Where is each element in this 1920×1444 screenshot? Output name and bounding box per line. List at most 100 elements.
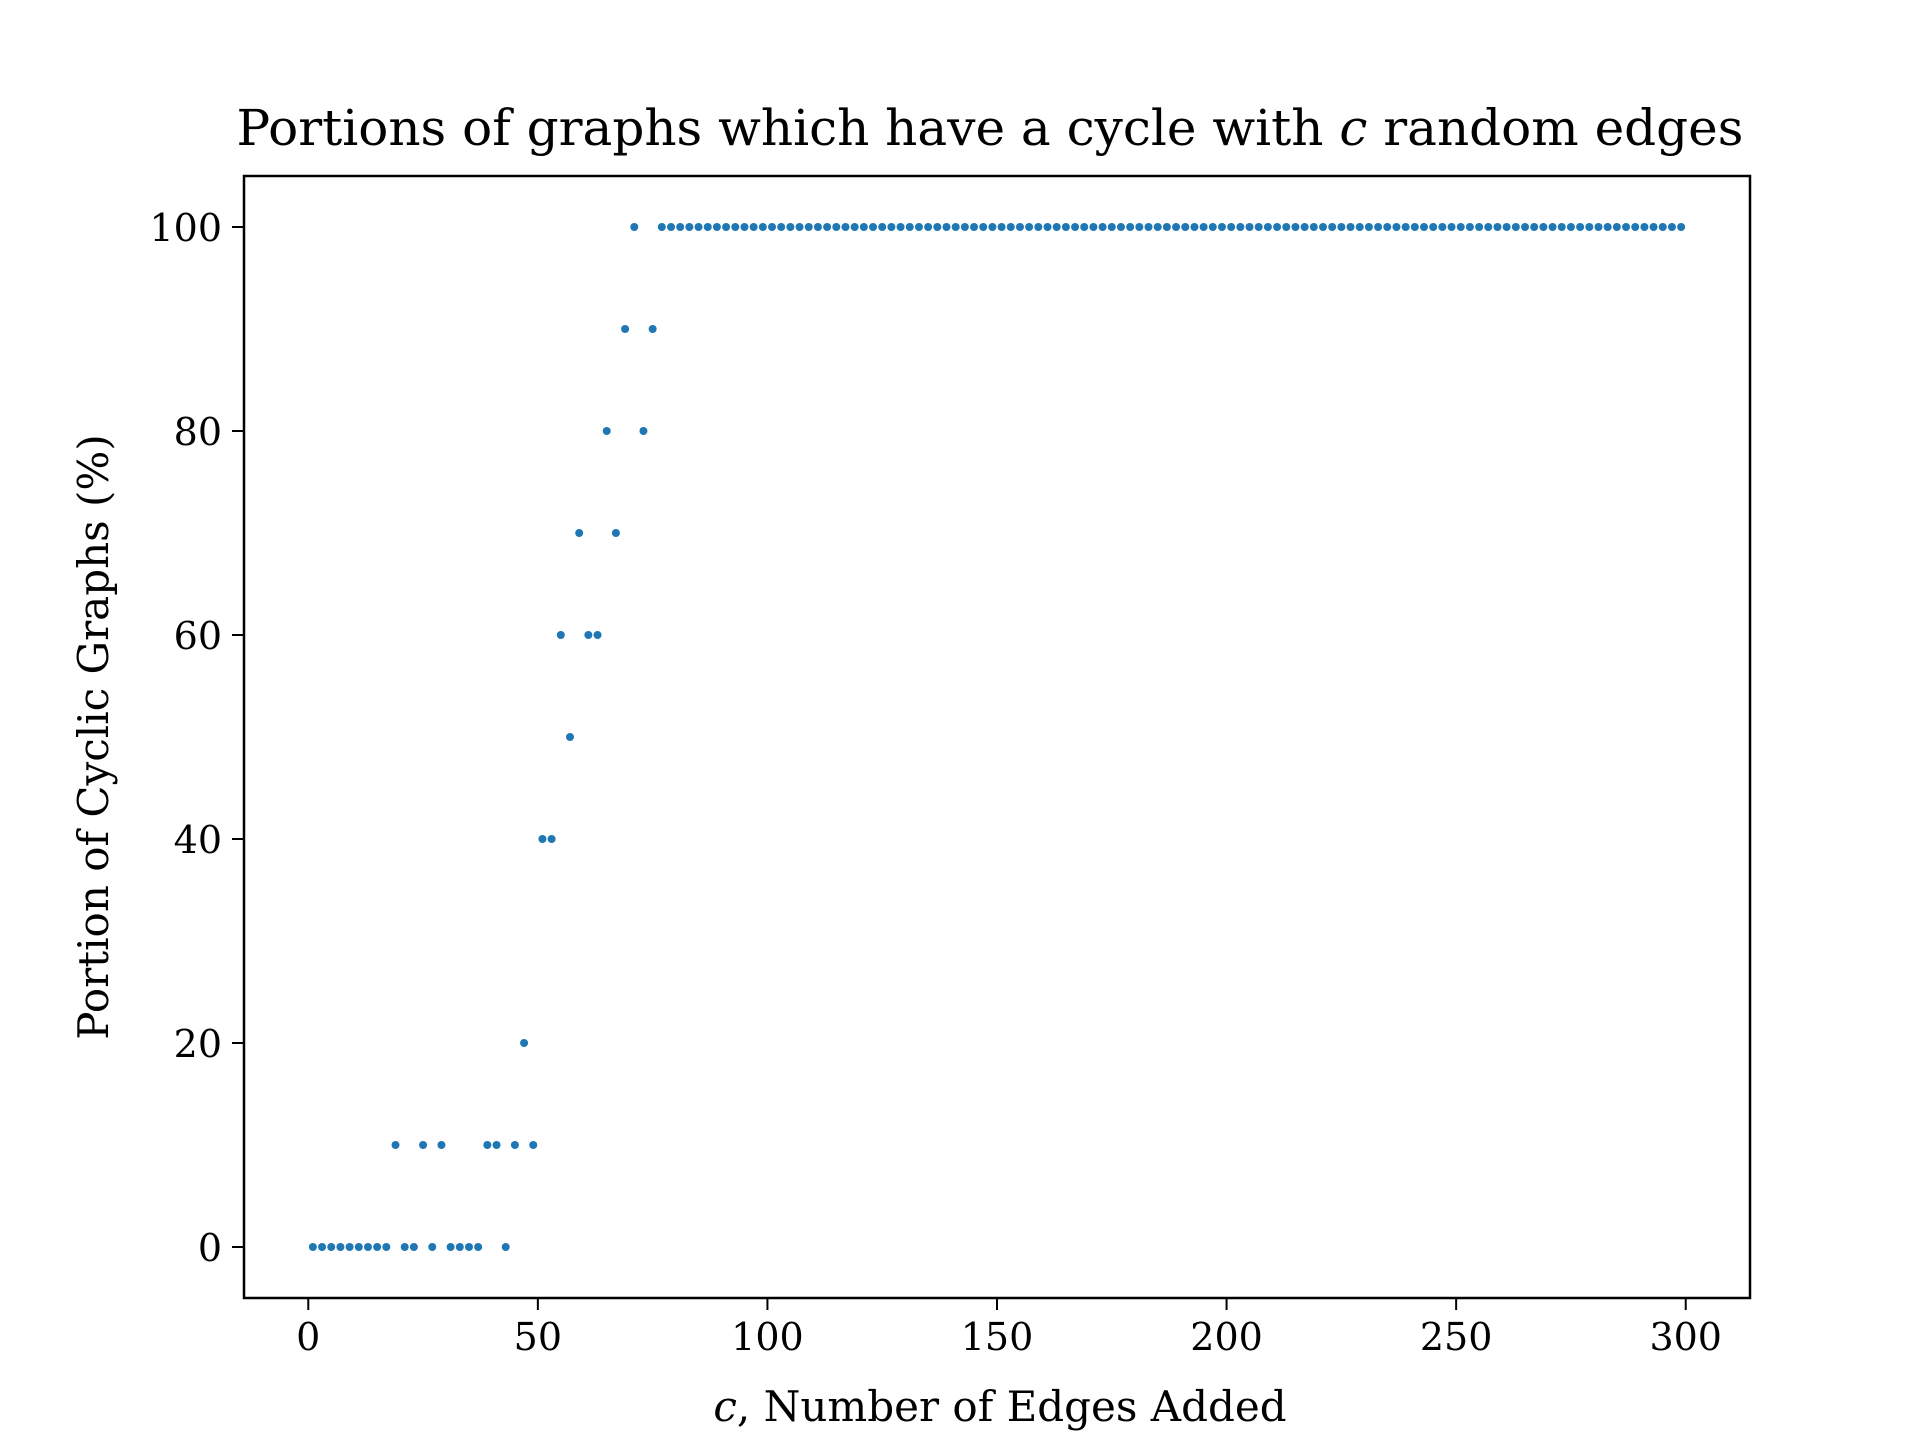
data-point: [1429, 223, 1438, 231]
chart-title-prefix: Portions of graphs which have a cycle wi…: [237, 99, 1340, 157]
data-point: [373, 1243, 382, 1251]
data-point: [933, 223, 942, 231]
data-point: [1594, 223, 1603, 231]
data-point: [1346, 223, 1355, 231]
data-point: [1566, 223, 1575, 231]
y-tick-label: 60: [174, 614, 222, 658]
data-point: [1318, 223, 1327, 231]
data-point: [1548, 223, 1557, 231]
data-point: [455, 1243, 464, 1251]
data-point: [593, 631, 602, 639]
data-point: [988, 223, 997, 231]
data-point: [1172, 223, 1181, 231]
x-axis-label-variable: c: [713, 1382, 737, 1431]
plot-area-frame: [242, 174, 1752, 1300]
data-point: [1511, 223, 1520, 231]
x-axis-label-text: , Number of Edges Added: [737, 1382, 1287, 1431]
data-point: [841, 223, 850, 231]
y-tick-label: 80: [174, 410, 222, 454]
data-points: [308, 223, 1686, 1251]
data-point: [1052, 223, 1061, 231]
data-point: [667, 223, 676, 231]
data-point: [474, 1243, 483, 1251]
data-point: [621, 325, 630, 333]
data-point: [510, 1141, 519, 1149]
data-point: [1116, 223, 1125, 231]
data-point: [1236, 223, 1245, 231]
data-point: [795, 223, 804, 231]
data-point: [538, 835, 547, 843]
data-point: [1502, 223, 1511, 231]
data-point: [878, 223, 887, 231]
data-point: [1282, 223, 1291, 231]
data-point: [1254, 223, 1263, 231]
data-point: [1208, 223, 1217, 231]
data-point: [1061, 223, 1070, 231]
chart-title-variable: c: [1339, 99, 1367, 157]
data-point: [1456, 223, 1465, 231]
data-point: [869, 223, 878, 231]
data-point: [970, 223, 979, 231]
data-point: [501, 1243, 510, 1251]
data-point: [419, 1141, 428, 1149]
data-point: [602, 427, 611, 435]
data-point: [676, 223, 685, 231]
data-point: [1328, 223, 1337, 231]
data-point: [1475, 223, 1484, 231]
data-point: [1530, 223, 1539, 231]
data-point: [391, 1141, 400, 1149]
data-point: [777, 223, 786, 231]
data-point: [924, 223, 933, 231]
data-point: [1612, 223, 1621, 231]
data-point: [1438, 223, 1447, 231]
data-point: [1245, 223, 1254, 231]
data-point: [446, 1243, 455, 1251]
data-point: [437, 1141, 446, 1149]
data-point: [1043, 223, 1052, 231]
data-point: [1162, 223, 1171, 231]
data-point: [1383, 223, 1392, 231]
data-point: [547, 835, 556, 843]
data-point: [712, 223, 721, 231]
data-point: [887, 223, 896, 231]
data-point: [327, 1243, 336, 1251]
x-tick-label: 0: [296, 1315, 320, 1359]
x-tick-label: 100: [731, 1315, 804, 1359]
data-point: [584, 631, 593, 639]
y-tick-label: 20: [174, 1022, 222, 1066]
data-point: [1227, 223, 1236, 231]
data-point: [1677, 223, 1686, 231]
data-point: [1410, 223, 1419, 231]
data-point: [1098, 223, 1107, 231]
data-point: [768, 223, 777, 231]
data-point: [648, 325, 657, 333]
data-point: [565, 733, 574, 741]
data-point: [1015, 223, 1024, 231]
x-axis-label: c, Number of Edges Added: [713, 1382, 1286, 1431]
data-point: [345, 1243, 354, 1251]
data-point: [1401, 223, 1410, 231]
axis-ticks: 0 50 100 150 200 250 300 0 20 40 60 80 100: [149, 206, 1722, 1359]
data-point: [1557, 223, 1566, 231]
data-point: [942, 223, 951, 231]
data-point: [1658, 223, 1667, 231]
data-point: [1291, 223, 1300, 231]
data-point: [1300, 223, 1309, 231]
data-point: [786, 223, 795, 231]
data-point: [1649, 223, 1658, 231]
data-point: [1153, 223, 1162, 231]
data-point: [859, 223, 868, 231]
data-point: [1355, 223, 1364, 231]
data-point: [1585, 223, 1594, 231]
data-point: [1144, 223, 1153, 231]
data-point: [850, 223, 859, 231]
data-point: [758, 223, 767, 231]
data-point: [914, 223, 923, 231]
data-point: [905, 223, 914, 231]
data-point: [1263, 223, 1272, 231]
data-point: [308, 1243, 317, 1251]
data-point: [1337, 223, 1346, 231]
x-tick-label: 50: [514, 1315, 562, 1359]
data-point: [722, 223, 731, 231]
